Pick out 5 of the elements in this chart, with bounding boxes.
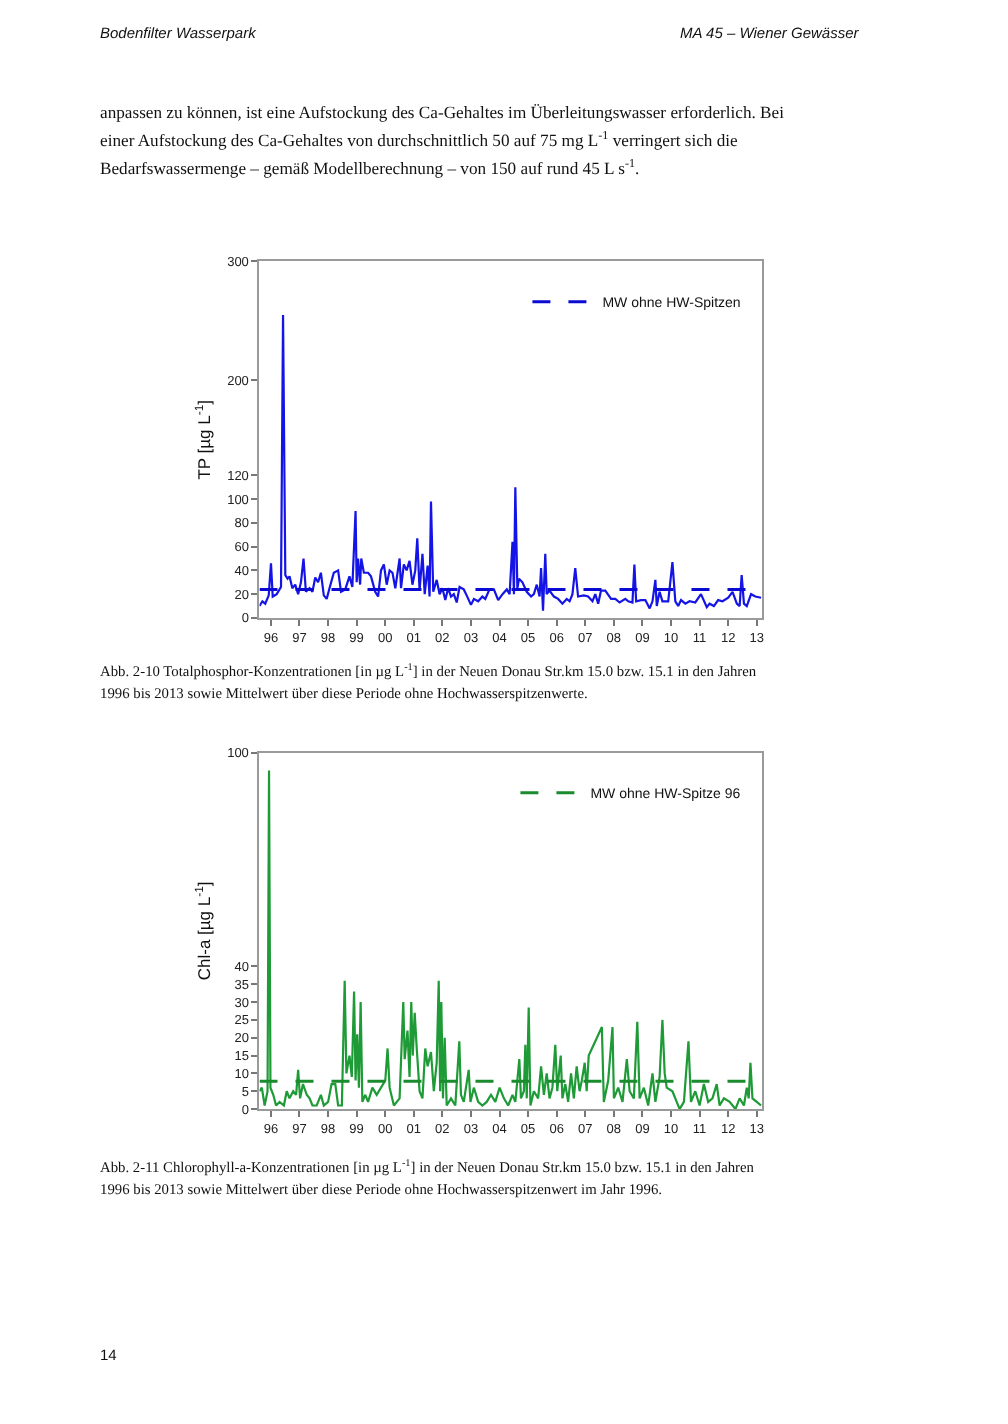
line-series: [259, 313, 763, 612]
line-series: [259, 769, 763, 1110]
text: einer Aufstockung des Ca-Gehaltes von durchschnittlich 50 auf 75 mg L$^{-1}$ verringert sich die: [100, 130, 739, 150]
text: Bedarfswassermenge – gemäß Modellberechnung – von 150 auf rund 45 L s$^{-1}$.: [100, 158, 640, 178]
text: anpassen zu können, ist eine Aufstockung des Ca-Gehaltes im Überleitungswasser erforderlich. Bei: [100, 102, 786, 122]
